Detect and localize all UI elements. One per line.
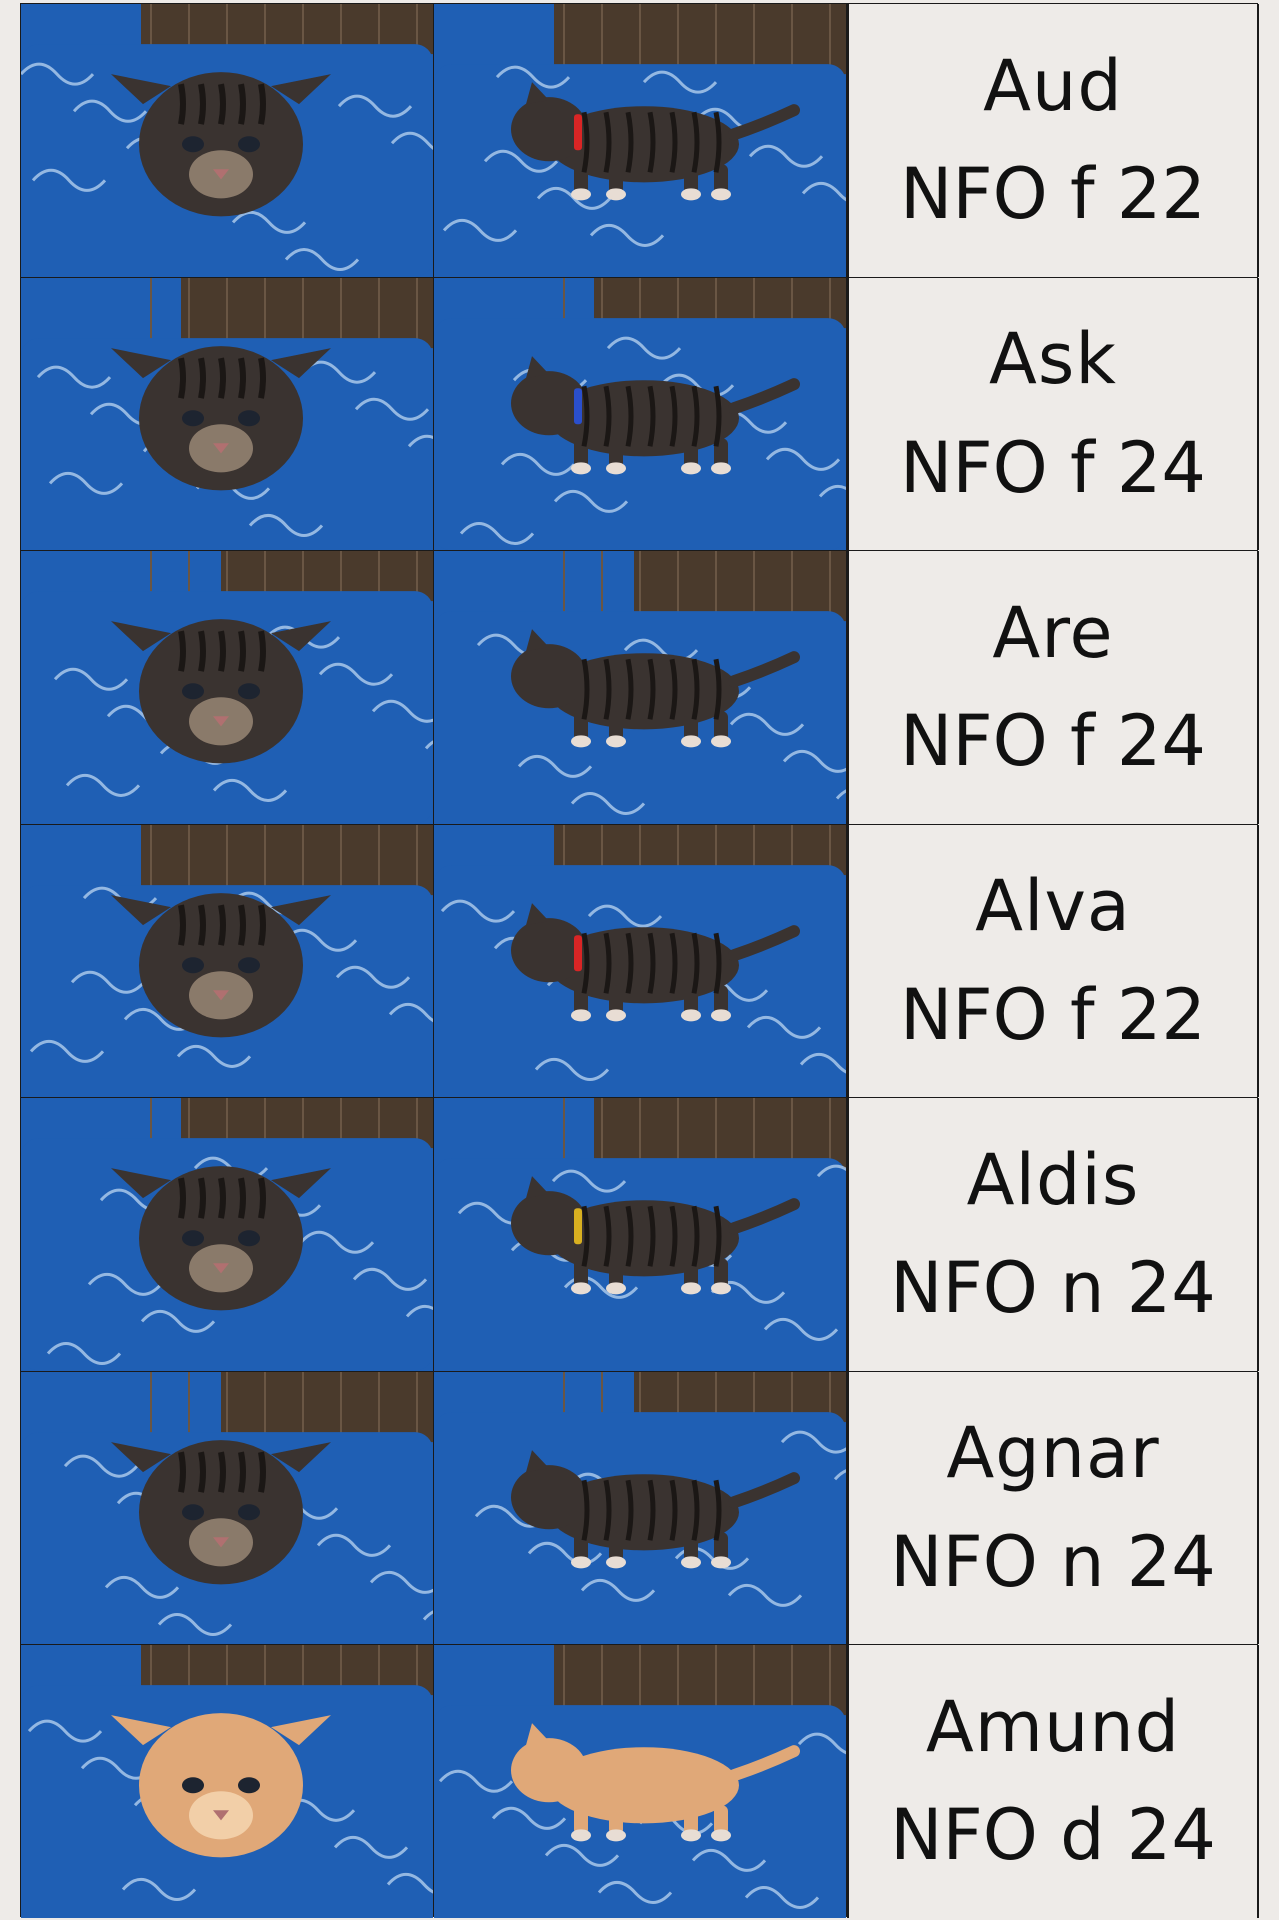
kitten-code: NFO f 22 — [900, 153, 1206, 236]
kitten-name: Amund — [925, 1685, 1181, 1768]
kitten-face-photo — [21, 1098, 433, 1371]
kitten-name: Are — [992, 591, 1114, 674]
kitten-name: Agnar — [946, 1412, 1160, 1495]
kitten-code: NFO f 24 — [900, 700, 1206, 783]
kitten-name: Aldis — [966, 1138, 1140, 1221]
kitten-grid: Aud NFO f 22 Ask NFO f 24 Are NFO f 24 A… — [20, 3, 1259, 1918]
kitten-label: Alva NFO f 22 — [847, 824, 1259, 1097]
kitten-code: NFO d 24 — [890, 1794, 1216, 1877]
kitten-label: Aldis NFO n 24 — [847, 1098, 1259, 1371]
kitten-name: Ask — [989, 318, 1117, 401]
kitten-face-photo — [21, 1645, 433, 1918]
kitten-face-photo — [21, 4, 433, 277]
kitten-side-photo — [434, 277, 846, 550]
kitten-side-photo — [434, 551, 846, 824]
kitten-code: NFO f 24 — [900, 426, 1206, 509]
kitten-side-photo — [434, 824, 846, 1097]
kitten-side-photo — [434, 1098, 846, 1371]
kitten-code: NFO n 24 — [890, 1520, 1216, 1603]
kitten-code: NFO n 24 — [890, 1247, 1216, 1330]
kitten-face-photo — [21, 1371, 433, 1644]
kitten-label: Are NFO f 24 — [847, 551, 1259, 824]
kitten-face-photo — [21, 277, 433, 550]
kitten-face-photo — [21, 824, 433, 1097]
kitten-label: Agnar NFO n 24 — [847, 1371, 1259, 1644]
kitten-side-photo — [434, 1645, 846, 1918]
kitten-name: Aud — [983, 44, 1123, 127]
kitten-face-photo — [21, 551, 433, 824]
kitten-side-photo — [434, 4, 846, 277]
kitten-code: NFO f 22 — [900, 973, 1206, 1056]
kitten-label: Aud NFO f 22 — [847, 4, 1259, 277]
kitten-label: Ask NFO f 24 — [847, 277, 1259, 550]
kitten-side-photo — [434, 1371, 846, 1644]
kitten-label: Amund NFO d 24 — [847, 1645, 1259, 1918]
kitten-name: Alva — [975, 865, 1131, 948]
